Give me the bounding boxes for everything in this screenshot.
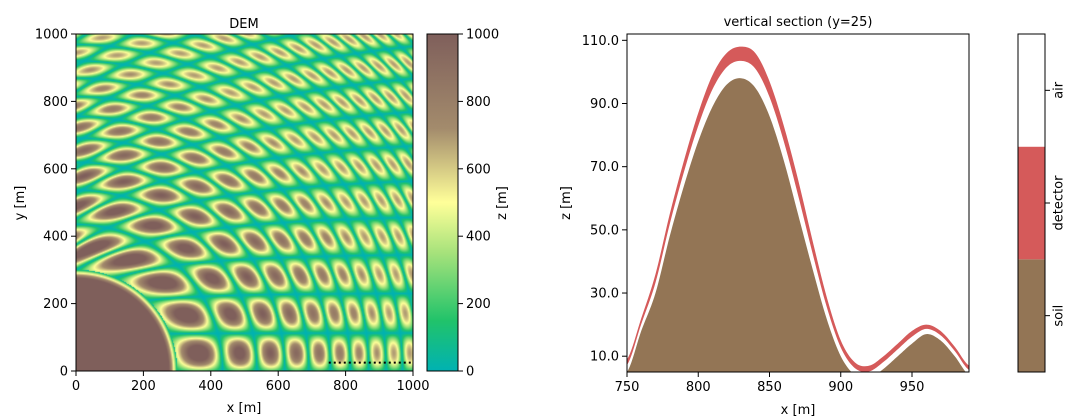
- material-colorbar-label: air: [1052, 81, 1067, 99]
- dem-colorbar-label: z [m]: [495, 186, 510, 220]
- dem-xlabel: x [m]: [227, 401, 262, 416]
- colorbar-tick-label: 800: [466, 95, 491, 110]
- section-x-tick-label: 900: [828, 380, 853, 395]
- dem-y-tick-label: 200: [43, 297, 68, 312]
- dem-x-ticks: 0 200 400 600 800 1000: [72, 371, 430, 394]
- dem-title: DEM: [229, 17, 258, 32]
- dem-x-tick-label: 0: [72, 379, 80, 394]
- colorbar-tick-label: 400: [466, 230, 491, 245]
- section-title: vertical section (y=25): [724, 15, 873, 30]
- material-colorbar-frame: [1017, 33, 1046, 373]
- colorbar-tick-label: 600: [466, 162, 491, 177]
- dem-x-tick-label: 200: [131, 379, 156, 394]
- dem-y-tick-label: 800: [43, 95, 68, 110]
- section-y-tick-label: 70.0: [590, 160, 619, 175]
- dem-frame: [75, 33, 414, 372]
- section-y-tick-label: 30.0: [590, 287, 619, 302]
- dem-x-tick-label: 800: [333, 379, 358, 394]
- dem-colorbar-gradient: [427, 34, 458, 371]
- dem-y-tick-label: 1000: [35, 28, 68, 43]
- section-frame: [626, 33, 970, 373]
- section-y-tick-label: 10.0: [590, 350, 619, 365]
- material-colorbar: soil detector air: [1017, 33, 1067, 373]
- dem-y-tick-label: 0: [60, 365, 68, 380]
- material-colorbar-detector-swatch: [1018, 146, 1045, 260]
- dem-y-tick-label: 600: [43, 162, 68, 177]
- dem-x-tick-label: 400: [198, 379, 223, 394]
- dem-colorbar-frame: [426, 33, 459, 372]
- material-colorbar-soil-swatch: [1018, 259, 1045, 372]
- dem-x-tick-label: 1000: [396, 379, 429, 394]
- colorbar-tick-label: 0: [466, 365, 474, 380]
- colorbar-tick-label: 200: [466, 297, 491, 312]
- dem-ylabel: y [m]: [13, 186, 28, 221]
- soil-area: [627, 78, 969, 372]
- section-xlabel: x [m]: [781, 403, 816, 418]
- section-y-tick-label: 90.0: [590, 97, 619, 112]
- dem-y-tick-label: 400: [43, 230, 68, 245]
- section-y-tick-label: 50.0: [590, 223, 619, 238]
- dem-colorbar: 0 200 400 600 800 1000 z [m]: [426, 28, 510, 380]
- section-x-tick-label: 850: [757, 380, 782, 395]
- section-ylabel: z [m]: [559, 186, 574, 220]
- dem-heatmap-image: [76, 34, 413, 371]
- material-colorbar-air-swatch: [1018, 34, 1045, 147]
- section-y-ticks: 10.0 30.0 50.0 70.0 90.0 110.0: [582, 34, 627, 365]
- colorbar-tick-label: 1000: [466, 28, 499, 43]
- section-x-tick-label: 950: [900, 380, 925, 395]
- section-x-ticks: 750 800 850 900 950: [615, 372, 925, 395]
- dem-y-ticks: 0 200 400 600 800 1000: [35, 28, 76, 380]
- dem-chart: DEM 0 200 400 600 800 1000 02004006008001000 …: [13, 17, 430, 416]
- dem-colorbar-ticks: 0 200 400 600 800 1000: [458, 28, 499, 380]
- section-x-tick-label: 750: [615, 380, 640, 395]
- material-colorbar-label: detector: [1052, 175, 1067, 231]
- material-colorbar-label: soil: [1052, 305, 1067, 327]
- section-y-tick-label: 110.0: [582, 34, 619, 49]
- dem-x-tick-label: 600: [266, 379, 291, 394]
- section-chart: vertical section (y=25) 750 800 850 900 950 …: [559, 15, 970, 418]
- section-x-tick-label: 800: [686, 380, 711, 395]
